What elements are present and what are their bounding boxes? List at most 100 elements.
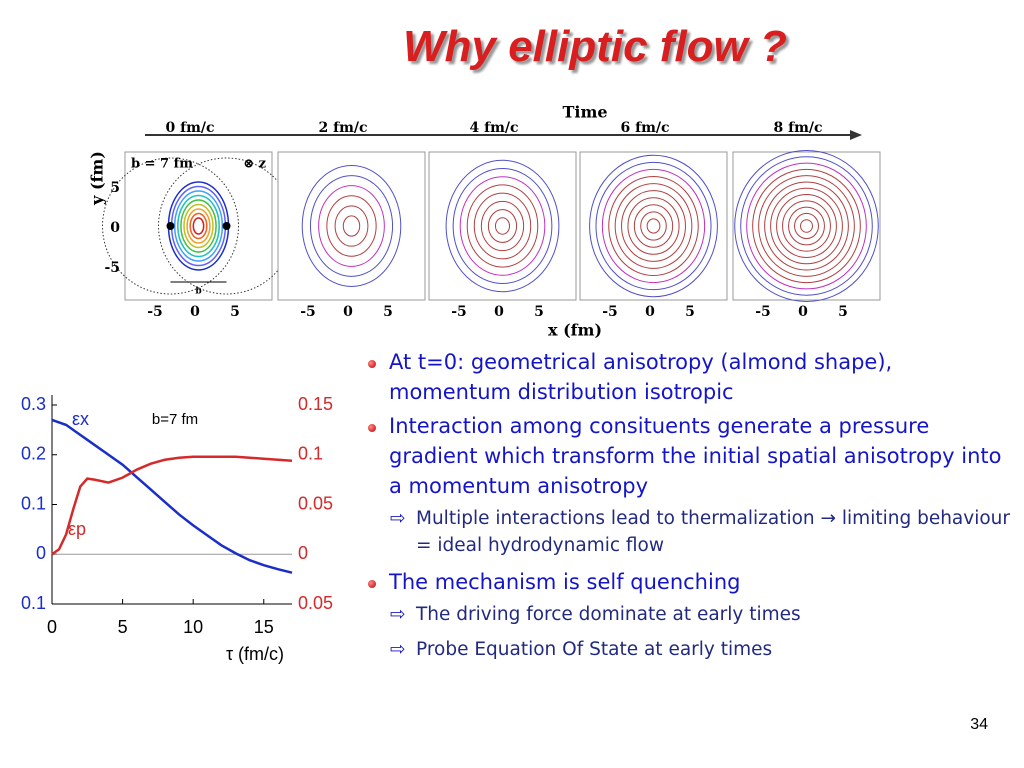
contour (608, 175, 699, 277)
bullet-dot (368, 580, 376, 588)
slide-title: Why elliptic flow ? (403, 22, 787, 71)
x-tick-label: 0 (343, 304, 353, 320)
contour (734, 150, 879, 302)
y-tick-label: 0.3 (21, 394, 46, 414)
y-tick-label: 0 (36, 543, 46, 563)
series-label: εp (68, 519, 86, 539)
contour (334, 205, 369, 247)
contour (309, 175, 394, 277)
nucleus (102, 157, 239, 295)
x-tick-label: 0 (47, 617, 57, 637)
x-tick-label: -5 (755, 304, 771, 320)
time-tick: 2 fm/c (318, 120, 367, 136)
contour (452, 167, 553, 285)
contour (614, 183, 693, 269)
x-tick-label: 0 (190, 304, 200, 320)
b-label: b = 7 fm (131, 157, 193, 172)
contour (459, 176, 546, 276)
contour (177, 194, 220, 258)
panel (277, 151, 426, 301)
sub-bullet-arrow: ⇨ (390, 639, 406, 660)
y-tick-label: 0.2 (21, 444, 46, 464)
contour (173, 190, 224, 262)
sub-bullet-arrow: ⇨ (390, 508, 406, 529)
panel (124, 151, 273, 301)
contour (758, 175, 855, 277)
series-label: εx (72, 409, 89, 429)
bullet-dot (368, 360, 376, 368)
series-line (51, 455, 293, 556)
bullet: The mechanism is self quenching (360, 567, 1010, 597)
contour (487, 209, 518, 243)
x-tick-label: 5 (685, 304, 695, 320)
y2-tick-label: 0 (298, 543, 308, 563)
y2-tick-label: 0.15 (298, 394, 333, 414)
x-tick-label: 10 (183, 617, 203, 637)
contour (192, 217, 205, 235)
contour (473, 192, 532, 260)
contour (800, 219, 813, 233)
contour (770, 187, 843, 265)
bullet-list: At t=0: geometrical anisotropy (almond s… (360, 347, 1010, 671)
contour (342, 215, 361, 237)
contour (601, 168, 706, 284)
time-tick: 6 fm/c (620, 120, 669, 136)
arrow-head (850, 130, 862, 140)
contour (494, 217, 511, 235)
sub-bullet: Multiple interactions lead to thermaliza… (360, 505, 1010, 559)
contour (480, 200, 525, 252)
y-tick-label: 0 (110, 220, 120, 236)
contour (621, 190, 686, 262)
contour (180, 199, 217, 253)
z-label: ⊗ z (243, 157, 266, 172)
x-tick-label: 0 (798, 304, 808, 320)
contour (318, 185, 385, 267)
x-tick-label: 5 (838, 304, 848, 320)
x-tick-label: -5 (300, 304, 316, 320)
y-tick-label: 5 (110, 180, 120, 196)
contour (189, 212, 208, 240)
contour (627, 197, 680, 255)
y-tick-label: -5 (104, 260, 120, 276)
x-tick-label: -5 (147, 304, 163, 320)
page-number: 34 (970, 716, 988, 733)
x-tick-label: 15 (254, 617, 274, 637)
contour (466, 184, 539, 268)
series-line (51, 418, 293, 574)
y-axis-label: y (fm) (88, 151, 107, 206)
contour (183, 203, 214, 249)
panel (428, 151, 577, 301)
bullet: Interaction among consituents generate a… (360, 411, 1010, 501)
contour (445, 159, 560, 293)
contour (746, 162, 867, 290)
x-axis-label: τ (fm/c) (226, 644, 284, 664)
contour (740, 156, 873, 296)
x-tick-label: 0 (494, 304, 504, 320)
dot (166, 222, 175, 230)
y-tick-label: 0.1 (21, 593, 46, 613)
y2-tick-label: 0.05 (298, 493, 333, 513)
x-tick-label: 5 (118, 617, 128, 637)
contour (589, 154, 718, 298)
contour (301, 165, 402, 287)
x-tick-label: 5 (383, 304, 393, 320)
contour (782, 200, 831, 252)
panel (732, 151, 881, 301)
contour (794, 212, 819, 240)
y2-tick-label: 0.1 (298, 444, 323, 464)
x-tick-label: 0 (645, 304, 655, 320)
time-tick: 4 fm/c (469, 120, 518, 136)
contour (186, 208, 211, 244)
bullet-dot (368, 424, 376, 432)
sub-bullet: The driving force dominate at early time… (360, 601, 1010, 628)
x-tick-label: 5 (230, 304, 240, 320)
x-tick-label: -5 (451, 304, 467, 320)
bullet: At t=0: geometrical anisotropy (almond s… (360, 347, 1010, 407)
time-tick: 0 fm/c (165, 120, 214, 136)
contour (764, 181, 849, 271)
contour (595, 161, 712, 291)
dot (222, 222, 231, 230)
contour (752, 168, 861, 284)
